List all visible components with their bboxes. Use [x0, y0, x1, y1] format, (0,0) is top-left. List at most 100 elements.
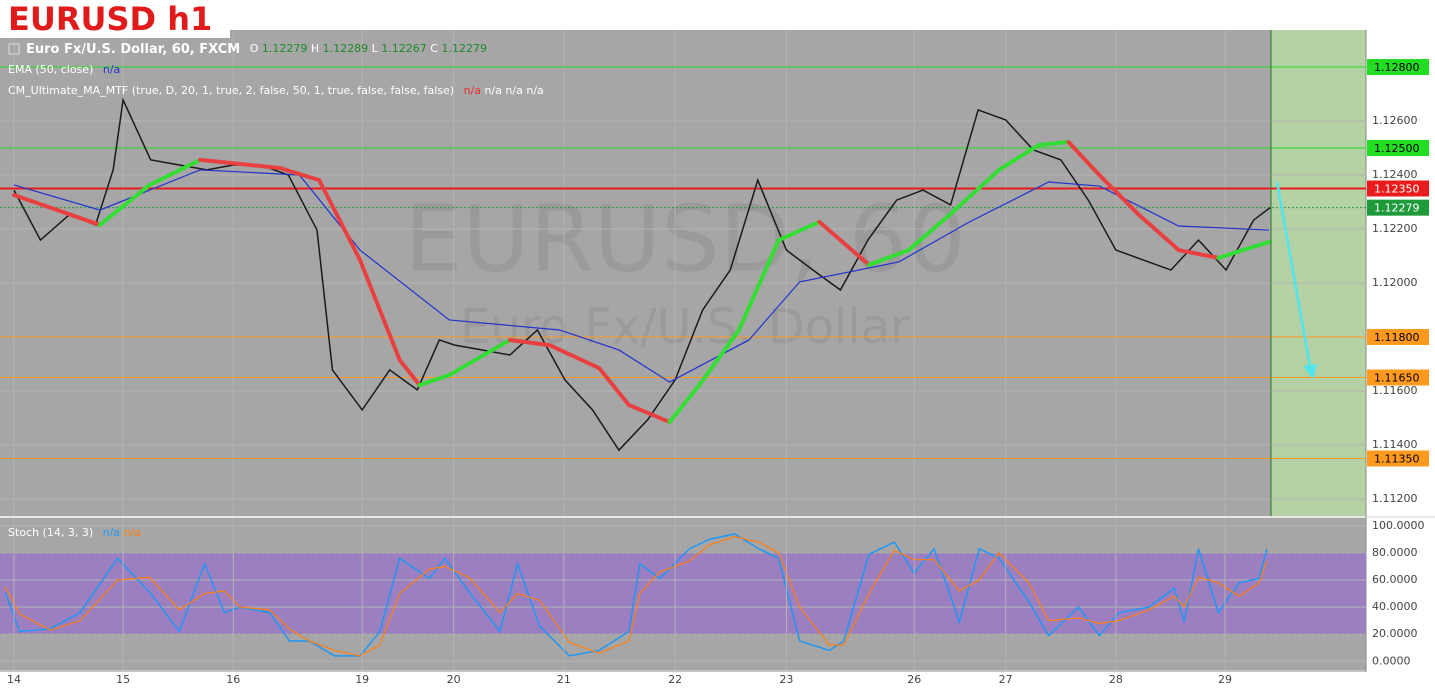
y-tick-label: 1.11400	[1372, 438, 1418, 451]
header: Euro Fx/U.S. Dollar, 60, FXCM O 1.12279 …	[8, 42, 544, 540]
y-tick-label: 20.0000	[1372, 627, 1418, 640]
y-tick-label: 40.0000	[1372, 600, 1418, 613]
header-text: O	[250, 42, 259, 55]
header-row: Stoch (14, 3, 3) n/a n/a	[8, 526, 141, 539]
header-text: EMA (50, close)	[8, 63, 93, 76]
y-tick-label: 1.12000	[1372, 276, 1418, 289]
x-tick-label: 21	[557, 673, 571, 686]
x-tick-label: 15	[116, 673, 130, 686]
header-text: CM_Ultimate_MA_MTF (true, D, 20, 1, true…	[8, 84, 454, 97]
watermark: EURUSD, 60	[404, 185, 966, 292]
header-text: L	[372, 42, 379, 55]
x-tick-label: 28	[1109, 673, 1123, 686]
header-row: CM_Ultimate_MA_MTF (true, D, 20, 1, true…	[8, 84, 544, 97]
x-tick-label: 27	[999, 673, 1013, 686]
ma-segment	[417, 373, 452, 388]
forecast-arrow-head	[1303, 364, 1317, 379]
y-tick-label: 60.0000	[1372, 573, 1418, 586]
ma-segment	[1176, 248, 1221, 260]
ma-segment	[447, 337, 512, 378]
header-text: 1.12289	[323, 42, 369, 55]
level-badge	[1367, 139, 1429, 156]
level-badge	[1367, 58, 1429, 75]
plot-layer: EURUSD, 60 Euro Fx/U.S. Dollar 0.0000 20.00…	[0, 30, 1429, 686]
ma-segment	[867, 248, 911, 267]
ma-segment	[317, 178, 362, 263]
y-tick-label: 0.0000	[1372, 654, 1411, 667]
header-row: Euro Fx/U.S. Dollar, 60, FXCM O 1.12279 …	[26, 42, 487, 57]
forecast-zone	[1271, 30, 1366, 516]
ma-segment	[507, 337, 552, 348]
header-text: 1.12279	[262, 42, 308, 55]
y-tick-label: 80.0000	[1372, 546, 1418, 559]
level-badge	[1367, 180, 1429, 197]
header-row: EMA (50, close) n/a	[8, 63, 120, 76]
chart-title: EURUSD h1	[8, 0, 212, 38]
level-label: 1.11350	[1374, 452, 1420, 465]
level-label: 1.12350	[1374, 182, 1420, 195]
level-label: 1.12800	[1374, 61, 1420, 74]
watermark: Euro Fx/U.S. Dollar	[460, 299, 910, 355]
ma-segment	[1066, 140, 1102, 177]
ma-segment	[697, 327, 742, 388]
y-tick-label: 1.11200	[1372, 492, 1418, 505]
ma-segment	[277, 165, 322, 183]
header-text: C	[430, 42, 438, 55]
price-panel	[0, 30, 1366, 516]
ma-segment	[817, 219, 872, 267]
ma-segment	[397, 357, 422, 388]
ma-segment	[357, 258, 402, 362]
ma-segment	[547, 343, 602, 371]
level-badge	[1367, 199, 1429, 216]
ma-segment	[626, 403, 672, 425]
x-tick-label: 23	[779, 673, 793, 686]
ma-segment	[1216, 239, 1272, 260]
x-tick-label: 29	[1218, 673, 1232, 686]
forecast-arrow	[1275, 181, 1313, 373]
ma-segment	[737, 238, 781, 332]
level-label: 1.12279	[1374, 202, 1420, 215]
header-text: n/a	[103, 63, 120, 76]
series-line	[4, 536, 1268, 657]
x-tick-label: 19	[355, 673, 369, 686]
x-tick-label: 14	[7, 673, 21, 686]
x-tick-label: 16	[226, 673, 240, 686]
ma-segment	[906, 212, 952, 253]
x-tick-label: 20	[447, 673, 461, 686]
header-text: n/a	[124, 526, 141, 539]
ma-segment	[776, 219, 822, 243]
title-box	[0, 0, 230, 38]
y-tick-label: 1.12200	[1372, 222, 1418, 235]
header-text: n/a	[464, 84, 481, 97]
ma-segment	[997, 143, 1041, 172]
y-tick-label: 1.11600	[1372, 384, 1418, 397]
ma-segment	[11, 192, 102, 227]
x-tick-label: 22	[668, 673, 682, 686]
level-badge	[1367, 450, 1429, 467]
ma-segment	[667, 383, 702, 425]
ma-segment	[1036, 140, 1071, 148]
ma-segment	[198, 157, 282, 170]
header-text: H	[311, 42, 319, 55]
header-text: n/a	[103, 526, 120, 539]
y-tick-label: 100.0000	[1372, 519, 1425, 532]
series-line	[13, 169, 1270, 383]
level-badge	[1367, 369, 1429, 386]
level-label: 1.12500	[1374, 142, 1420, 155]
header-text: 1.12279	[441, 42, 487, 55]
y-tick-label: 1.12400	[1372, 168, 1418, 181]
level-label: 1.11800	[1374, 331, 1420, 344]
header-text: n/a n/a n/a	[485, 84, 544, 97]
ma-segment	[1137, 212, 1181, 253]
level-badge	[1367, 328, 1429, 345]
header-text: Stoch (14, 3, 3)	[8, 526, 93, 539]
y-tick-label: 1.12600	[1372, 114, 1418, 127]
ma-segment	[147, 157, 203, 187]
x-tick-label: 26	[907, 673, 921, 686]
level-label: 1.11650	[1374, 371, 1420, 384]
collapse-icon	[8, 43, 20, 55]
ma-segment	[97, 182, 152, 227]
ma-segment	[947, 167, 1002, 217]
